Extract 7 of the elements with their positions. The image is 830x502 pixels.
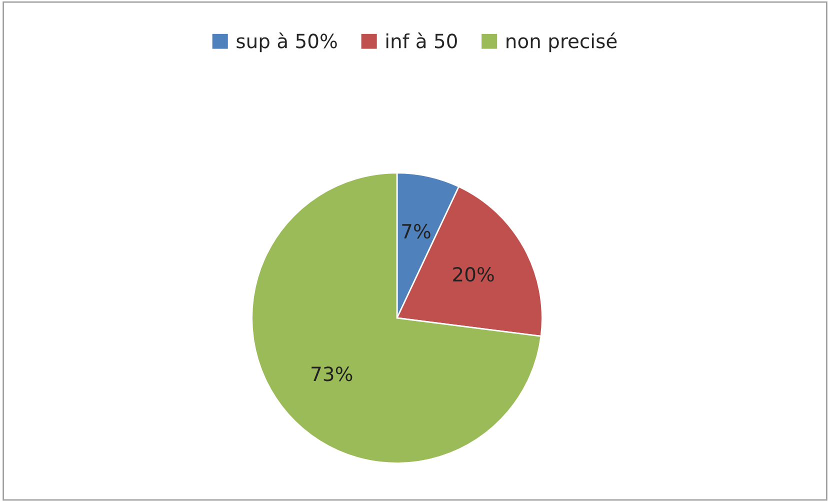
data-label: 73% <box>312 366 352 382</box>
data-label: 7% <box>402 224 430 239</box>
legend-label: sup à 50% <box>236 32 337 52</box>
legend-label: non precisé <box>506 32 617 52</box>
legend-label: inf à 50 <box>386 32 457 48</box>
data-label: 20% <box>453 266 494 282</box>
pie-slice <box>251 172 542 464</box>
